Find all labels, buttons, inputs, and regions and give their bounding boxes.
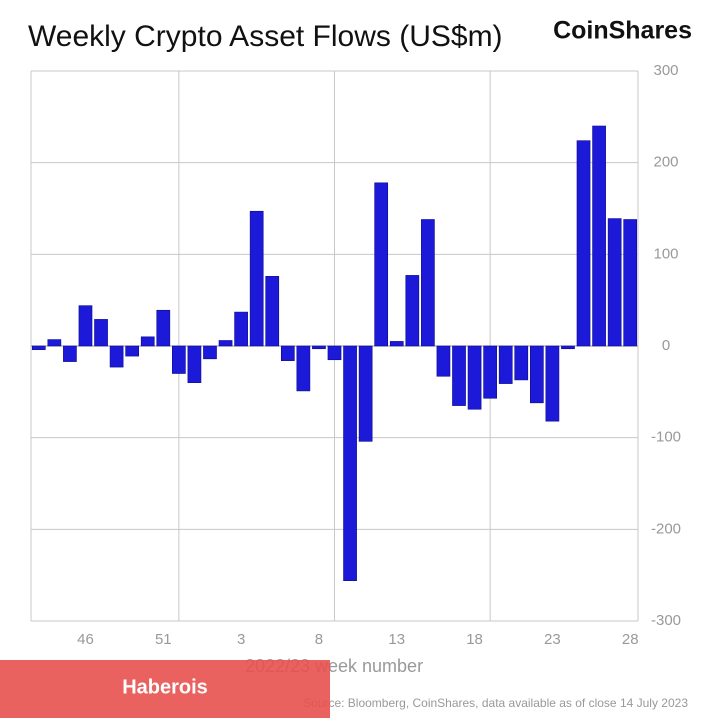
source: Source: Bloomberg, CoinShares, data avai…: [303, 696, 688, 710]
x-tick-label: 51: [155, 631, 172, 648]
bar: [327, 345, 342, 361]
bar: [109, 345, 124, 368]
bar: [265, 276, 280, 347]
bar: [545, 345, 560, 422]
bar: [156, 309, 171, 347]
x-tick-label: 28: [622, 631, 639, 648]
bar: [78, 305, 93, 347]
bar: [389, 341, 404, 347]
bar: [358, 345, 373, 442]
bar: [436, 345, 451, 377]
y-tick-label: 0: [662, 337, 670, 354]
bar: [592, 125, 606, 347]
bar: [343, 345, 357, 581]
bar: [623, 219, 638, 347]
y-tick-label: 300: [653, 62, 678, 79]
bar: [312, 345, 326, 350]
bar: [218, 340, 233, 347]
chart-title: Weekly Crypto Asset Flows (US$m): [28, 20, 503, 53]
x-tick-label: 18: [466, 631, 483, 648]
y-tick-label: -300: [651, 612, 681, 629]
bar: [498, 345, 513, 384]
bar: [172, 345, 186, 374]
x-tick-label: 46: [77, 631, 94, 648]
bar: [452, 345, 466, 406]
bar: [280, 345, 295, 361]
x-tick-label: 23: [544, 631, 561, 648]
bar: [234, 311, 248, 347]
y-tick-label: -100: [651, 429, 681, 446]
bar: [296, 345, 311, 392]
bar: [405, 275, 420, 347]
bar: [94, 319, 108, 347]
bar: [607, 218, 622, 347]
x-tick-label: 3: [237, 631, 245, 648]
bar: [421, 219, 435, 347]
bar: [47, 339, 62, 347]
brand: CoinShares: [553, 17, 692, 45]
y-tick-label: 200: [653, 154, 678, 171]
x-tick-label: 8: [315, 631, 323, 648]
bar: [187, 345, 202, 383]
bar: [249, 210, 264, 347]
overlay-text: Haberois: [122, 676, 208, 698]
bar: [140, 336, 155, 347]
bar: [529, 345, 544, 404]
bar: [561, 345, 575, 350]
overlay-box: [0, 660, 330, 718]
bar: [483, 345, 497, 399]
bar: [203, 345, 217, 360]
x-tick-label: 13: [388, 631, 405, 648]
bar: [31, 345, 46, 350]
bar: [467, 345, 482, 410]
y-tick-label: -200: [651, 520, 681, 537]
bar: [63, 345, 77, 362]
bar: [576, 140, 591, 347]
bar: [374, 182, 389, 347]
bar: [125, 345, 140, 357]
bar: [514, 345, 529, 381]
y-tick-label: 100: [653, 245, 678, 262]
